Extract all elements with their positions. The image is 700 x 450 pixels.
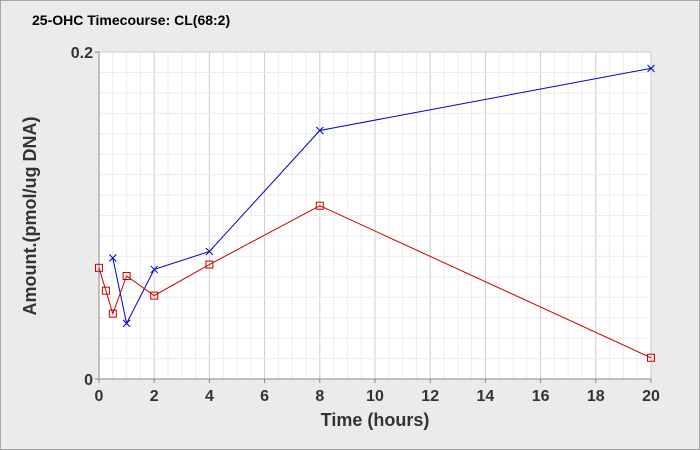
x-tick-label: 10 xyxy=(366,388,384,405)
data-point-square-marker xyxy=(315,201,324,210)
series-layer xyxy=(95,64,655,362)
x-tick-label: 6 xyxy=(260,388,269,405)
y-axis-label: Amount.(pmol/ug DNA) xyxy=(20,117,40,316)
x-axis-label: Time (hours) xyxy=(321,410,430,430)
axes xyxy=(98,52,651,380)
y-tick-label: 0 xyxy=(84,372,93,389)
y-tick-label: 0.2 xyxy=(71,45,93,62)
x-tick-label: 16 xyxy=(532,388,550,405)
data-point-square-marker xyxy=(95,263,103,272)
x-tick-label: 2 xyxy=(150,388,159,405)
grid-lines xyxy=(95,51,652,383)
data-point-x-marker xyxy=(122,319,131,328)
series-line-1 xyxy=(112,67,652,325)
data-point-square-marker xyxy=(122,271,131,280)
x-tick-label: 8 xyxy=(315,388,324,405)
data-point-square-marker xyxy=(101,286,110,295)
data-point-x-marker xyxy=(108,254,117,262)
data-point-square-marker xyxy=(108,309,117,318)
data-point-x-marker xyxy=(150,265,159,274)
x-tick-label: 12 xyxy=(421,388,439,405)
data-point-x-marker xyxy=(647,64,655,73)
x-tick-labels: 0 2 4 6 8 10 12 14 16 18 20 xyxy=(95,388,660,405)
data-point-square-marker xyxy=(647,353,655,362)
x-tick-label: 20 xyxy=(642,388,660,405)
x-tick-label: 4 xyxy=(205,388,214,405)
x-tick-label: 14 xyxy=(477,388,495,405)
data-point-square-marker xyxy=(150,291,159,300)
data-point-square-marker xyxy=(205,260,214,269)
chart-title: 25-OHC Timecourse: CL(68:2) xyxy=(32,12,230,28)
y-tick-labels: 00.2 xyxy=(71,45,93,389)
data-point-x-marker xyxy=(205,247,214,256)
x-tick-label: 0 xyxy=(95,388,104,405)
data-point-x-marker xyxy=(315,126,324,135)
x-tick-label: 18 xyxy=(587,388,605,405)
